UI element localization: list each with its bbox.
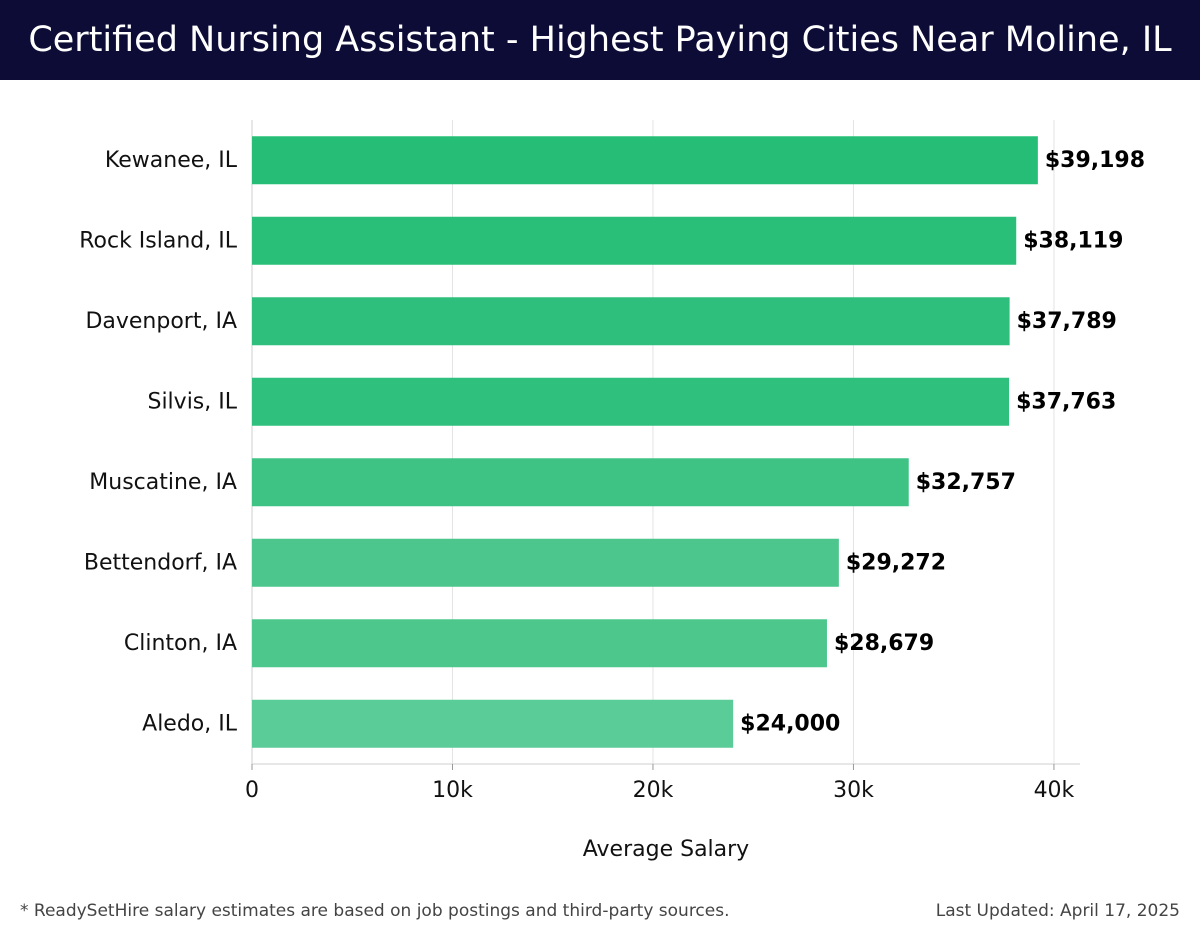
value-label: $24,000 [740,711,840,736]
category-label: Aledo, IL [142,711,238,736]
chart-title: Certified Nursing Assistant - Highest Pa… [28,20,1172,60]
value-label: $38,119 [1023,228,1123,253]
value-label: $29,272 [846,550,946,575]
value-label: $28,679 [834,631,934,656]
category-label: Kewanee, IL [105,148,238,173]
value-label: $32,757 [916,470,1016,495]
x-tick-label: 20k [633,778,674,803]
x-tick-label: 30k [833,778,874,803]
x-tick-label: 0 [245,778,259,803]
x-tick-label: 10k [432,778,473,803]
bar-8 [252,699,734,748]
category-label: Rock Island, IL [79,228,238,253]
bar-6 [252,538,839,587]
bar-4 [252,377,1010,426]
category-label: Bettendorf, IA [84,550,237,575]
bar-chart: 0 10k 20k 30k 40k Average Salary Kewanee, IL $3… [79,120,1145,862]
bar-3 [252,297,1010,346]
value-label: $37,763 [1016,389,1116,414]
bar-1 [252,136,1038,185]
value-label: $39,198 [1045,148,1145,173]
category-label: Silvis, IL [147,389,237,414]
bar-2 [252,216,1017,265]
x-tick-label: 40k [1034,778,1075,803]
footer-note: * ReadySetHire salary estimates are base… [20,901,730,921]
bar-7 [252,619,827,668]
value-label: $37,789 [1017,309,1117,334]
title-bar: Certified Nursing Assistant - Highest Pa… [0,0,1200,80]
x-axis-label: Average Salary [583,837,749,862]
category-label: Muscatine, IA [89,470,237,495]
category-label: Clinton, IA [124,631,237,656]
bar-5 [252,458,909,507]
category-label: Davenport, IA [85,309,237,334]
last-updated: Last Updated: April 17, 2025 [935,901,1180,921]
